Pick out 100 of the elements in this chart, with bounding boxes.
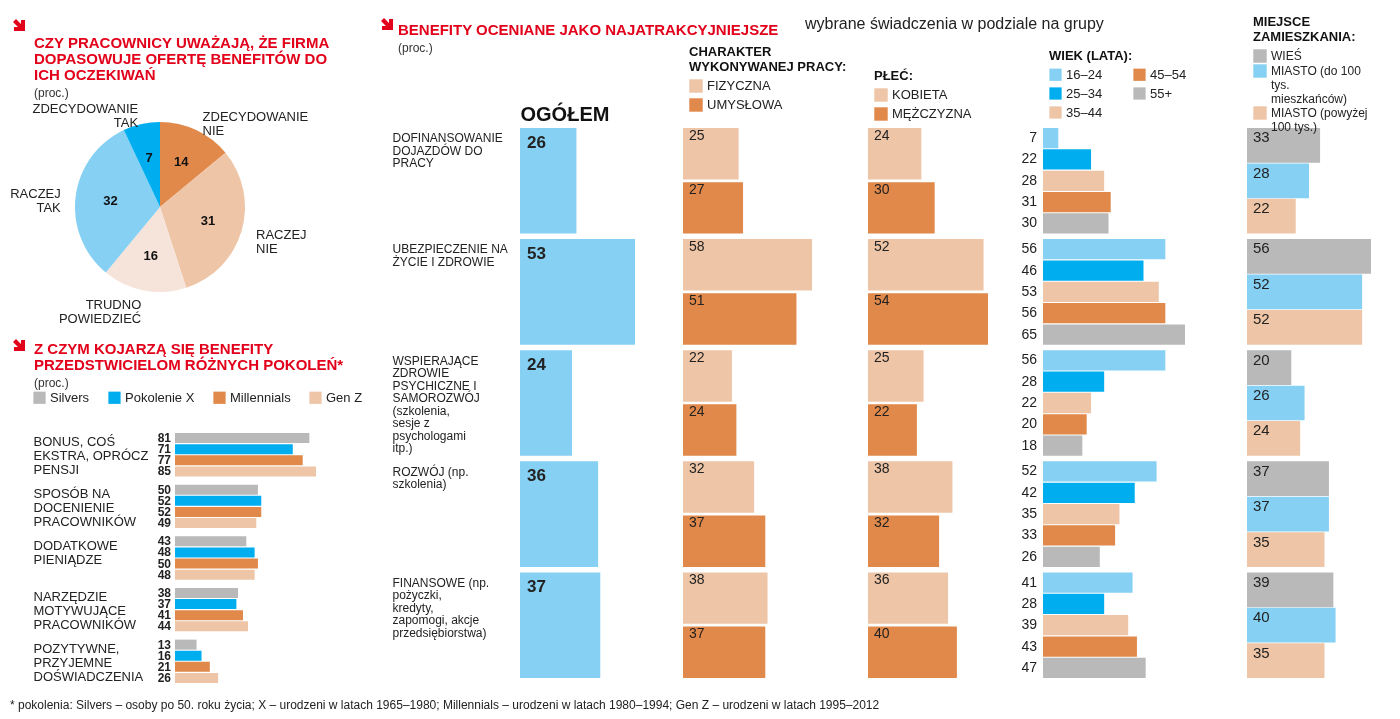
chart-title: BENEFITY OCENIANE JAKO NAJATRAKCYJNIEJSZE — [398, 21, 779, 38]
pie-slice — [75, 130, 160, 273]
data-label: 27 — [689, 180, 705, 197]
bar — [175, 518, 257, 529]
bar — [175, 466, 316, 477]
bar — [175, 484, 258, 495]
bar — [1247, 309, 1363, 345]
legend-label: 35–44 — [1066, 104, 1103, 120]
bar — [175, 621, 248, 632]
data-label: 51 — [689, 291, 705, 308]
slice-label: ZDECYDOWANIE TAK — [32, 101, 139, 131]
bar — [868, 461, 953, 513]
bar — [683, 626, 766, 678]
data-label: 33 — [1253, 128, 1270, 146]
data-label: 52 — [1021, 462, 1038, 479]
bar — [175, 639, 197, 650]
data-label: 25 — [689, 126, 705, 143]
bar — [1247, 163, 1309, 199]
bar — [1247, 532, 1325, 567]
data-label: 32 — [689, 460, 705, 477]
bar — [683, 293, 797, 345]
bar — [175, 661, 210, 672]
legend-label: Silvers — [50, 389, 90, 405]
data-label: 33 — [1021, 526, 1038, 543]
data-label: 44 — [157, 619, 172, 634]
data-label: 22 — [1021, 150, 1038, 167]
text: (proc.) — [34, 376, 69, 390]
bar — [868, 515, 940, 567]
data-label: 26 — [527, 132, 546, 152]
bar — [683, 515, 766, 567]
bar — [1043, 213, 1109, 234]
bar — [175, 558, 258, 569]
bar — [1247, 496, 1329, 532]
text: (proc.) — [398, 41, 433, 55]
bar — [520, 239, 635, 345]
data-label: 26 — [1253, 386, 1270, 403]
bar — [1043, 149, 1092, 170]
x-axis-title: OGÓŁEM — [520, 101, 610, 125]
bar — [1043, 546, 1100, 567]
bar — [1043, 371, 1105, 392]
bar — [520, 350, 573, 456]
data-label: 35 — [1253, 532, 1270, 550]
data-label: 85 — [157, 464, 172, 479]
data-label: 39 — [1253, 572, 1270, 590]
bar — [1043, 128, 1059, 149]
data-label: 20 — [1253, 350, 1270, 368]
slice-label: RACZEJ NIE — [256, 226, 307, 256]
bar — [175, 444, 293, 455]
bar — [1043, 392, 1092, 414]
bar — [175, 547, 255, 558]
data-label: 35 — [1021, 505, 1038, 522]
bar — [1247, 350, 1292, 385]
chart-title: Z CZYM KOJARZĄ SIĘ BENEFITY PRZEDSTWICIELOM RÓŻNYCH POKOLEŃ* — [34, 340, 344, 373]
data-label: 37 — [1253, 497, 1270, 515]
data-label: 56 — [1253, 239, 1270, 257]
data-label: 22 — [1253, 199, 1270, 217]
legend-title: PŁEĆ: — [874, 68, 913, 83]
bar — [520, 572, 601, 678]
data-label: 36 — [527, 466, 546, 486]
bar — [868, 350, 924, 402]
bar — [1043, 593, 1105, 615]
legend-label: MĘŻCZYZNA — [892, 106, 972, 121]
bar — [1043, 525, 1116, 546]
data-label: 46 — [1021, 261, 1038, 278]
bar — [683, 182, 744, 234]
bar — [1043, 303, 1166, 324]
bar — [175, 650, 202, 661]
bar — [868, 293, 988, 345]
y-tick-label: BONUS, COŚ EKSTRA, OPRÓCZ PENSJI — [33, 434, 149, 478]
legend-label: MIASTO (powyżej 100 tys.) — [1271, 106, 1368, 134]
bar — [868, 572, 948, 624]
bar — [175, 599, 237, 610]
data-label: 41 — [1021, 573, 1038, 590]
data-label: 56 — [1021, 304, 1038, 321]
slice-label: ZDECYDOWANIE NIE — [202, 108, 309, 138]
data-label: 7 — [145, 150, 153, 166]
bar — [175, 506, 262, 517]
data-label: 28 — [1021, 171, 1038, 188]
bar — [1247, 385, 1305, 421]
data-label: 14 — [174, 153, 190, 169]
data-label: 18 — [1021, 436, 1038, 453]
y-tick-label: NARZĘDZIE MOTYWUJĄCE PRACOWNIKÓW — [33, 589, 137, 633]
data-label: 37 — [689, 514, 705, 531]
bar — [520, 128, 577, 234]
bar — [868, 626, 957, 678]
bar — [175, 536, 247, 547]
data-label: 32 — [874, 514, 890, 531]
bar — [683, 404, 737, 456]
data-label: 39 — [1021, 616, 1038, 633]
pie-slice — [105, 207, 187, 292]
legend-label: 16–24 — [1066, 66, 1103, 82]
legend-title: CHARAKTER WYKONYWANEJ PRACY: — [689, 44, 847, 74]
bar — [175, 610, 244, 621]
data-label: 42 — [1021, 483, 1038, 500]
bar — [175, 455, 303, 466]
legend-label: 55+ — [1150, 85, 1173, 101]
bar — [1043, 191, 1111, 213]
pie-slice — [160, 152, 245, 288]
data-label: 7 — [1029, 129, 1038, 146]
bar — [683, 239, 812, 291]
